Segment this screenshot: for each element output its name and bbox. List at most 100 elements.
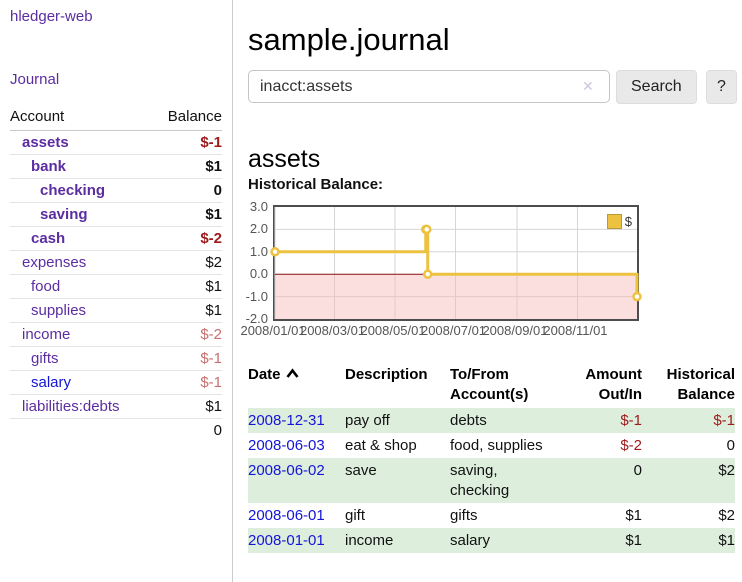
register-table: Date Description To/From Account(s) Amou…	[248, 362, 735, 553]
y-axis-tick-label: 0.0	[249, 266, 268, 282]
transaction-date-link[interactable]: 2008-06-02	[248, 462, 325, 479]
account-row: income $-2	[10, 322, 222, 347]
account-link-food[interactable]: food	[31, 278, 61, 295]
transaction-date-link[interactable]: 2008-01-01	[248, 532, 325, 549]
transaction-balance: $2	[642, 458, 735, 503]
transaction-accounts: saving, checking	[450, 458, 558, 503]
account-row: expenses $2	[10, 250, 222, 275]
legend-swatch-icon	[606, 214, 622, 229]
transaction-date-link[interactable]: 2008-06-03	[248, 437, 325, 454]
data-point-marker	[270, 247, 280, 257]
sidebar-item-journal[interactable]: Journal	[10, 71, 60, 88]
account-link-supplies[interactable]: supplies	[31, 302, 87, 319]
transaction-date-link[interactable]: 2008-12-31	[248, 412, 325, 429]
account-balance: $1	[151, 202, 222, 227]
balance-chart: $	[270, 205, 642, 321]
transaction-description: save	[345, 458, 450, 503]
account-balance: $-1	[151, 346, 222, 371]
account-row: salary $-1	[10, 370, 222, 395]
account-balance: $-2	[151, 226, 222, 251]
sort-asc-icon	[285, 368, 299, 378]
x-axis-tick-label: 2008/09/01	[482, 323, 548, 338]
transaction-accounts: debts	[450, 408, 558, 433]
x-axis-tick-label: 2008/03/01	[299, 323, 366, 338]
accounts-column-header: To/From Account(s)	[450, 366, 529, 403]
y-axis-tick-label: 1.0	[249, 243, 268, 259]
legend-label: $	[624, 214, 632, 229]
transaction-amount: $1	[558, 528, 642, 553]
transaction-amount: $1	[625, 507, 642, 524]
y-axis-tick-label: 2.0	[249, 221, 268, 237]
transaction-description: pay off	[345, 408, 450, 433]
account-link-saving[interactable]: saving	[40, 206, 88, 223]
page-title: sample.journal	[248, 21, 450, 57]
account-link-bank[interactable]: bank	[31, 158, 67, 175]
chart-canvas	[270, 207, 642, 319]
data-point-marker	[422, 269, 433, 279]
transaction-balance: $1	[642, 528, 735, 553]
transaction-description: gift	[345, 507, 366, 524]
account-link-assets[interactable]: assets	[22, 134, 69, 151]
transaction-accounts: salary	[450, 528, 558, 553]
transaction-row: 2008-06-03 eat & shop food, supplies $-2…	[248, 433, 735, 458]
transaction-row: 2008-06-01 gift gifts $1 $2	[248, 503, 735, 528]
app-title-link[interactable]: hledger-web	[10, 8, 93, 25]
transaction-amount: 0	[558, 458, 642, 503]
account-link-cash[interactable]: cash	[31, 230, 66, 247]
sidebar: hledger-web Journal Account Balance asse…	[0, 0, 233, 582]
chart-y-axis: 3.0 2.0 1.0 0.0 -1.0 -2.0	[240, 199, 268, 326]
register-header-row: Date Description To/From Account(s) Amou…	[248, 362, 735, 408]
main-content: sample.journal ✕ Search ? assets Histori…	[240, 0, 742, 582]
account-balance: $2	[151, 250, 222, 275]
transaction-balance: $-1	[642, 408, 735, 433]
x-axis-tick-label: 2008/01/01	[240, 323, 306, 338]
y-axis-tick-label: -2.0	[245, 311, 268, 326]
amount-column-header: Amount Out/In	[585, 366, 642, 403]
transaction-row: 2008-06-02 save saving, checking 0 $2	[248, 458, 735, 503]
account-row: assets $-1	[10, 130, 222, 155]
account-row: food $1	[10, 274, 222, 299]
transaction-row: 2008-01-01 income salary $1 $1	[248, 528, 735, 553]
account-link-expenses[interactable]: expenses	[22, 254, 87, 271]
y-axis-tick-label: -1.0	[245, 288, 268, 304]
account-link-salary[interactable]: salary	[31, 374, 72, 391]
account-row: liabilities:debts $1	[10, 394, 222, 419]
account-row: gifts $-1	[10, 346, 222, 371]
transaction-balance: $2	[718, 507, 735, 524]
help-button[interactable]: ?	[706, 70, 737, 104]
account-balance: $-2	[151, 322, 222, 347]
negative-region	[275, 274, 637, 319]
chart-x-axis: 2008/01/01 2008/03/01 2008/05/01 2008/07/01…	[240, 323, 635, 339]
description-column-header: Description	[345, 366, 428, 383]
transaction-date-link[interactable]: 2008-06-01	[248, 507, 325, 524]
account-link-checking[interactable]: checking	[40, 182, 106, 199]
accounts-total-row: 0	[10, 418, 222, 442]
chart-legend: $	[606, 214, 632, 229]
account-link-income[interactable]: income	[22, 326, 71, 343]
transaction-accounts: gifts	[450, 507, 478, 524]
balance-column-header: Historical Balance	[666, 366, 735, 403]
transaction-amount: $-1	[558, 408, 642, 433]
data-point-marker	[632, 291, 642, 302]
clear-search-icon[interactable]: ✕	[582, 78, 594, 94]
transaction-description: eat & shop	[345, 437, 417, 454]
account-balance: $-1	[151, 130, 222, 155]
date-column-header[interactable]: Date	[248, 362, 345, 408]
account-balance: 0	[151, 178, 222, 203]
account-row: bank $1	[10, 154, 222, 179]
search-input[interactable]	[248, 70, 610, 103]
accounts-header-row: Account Balance	[10, 104, 222, 131]
account-balance: $1	[151, 154, 222, 179]
transaction-amount: $-2	[620, 437, 642, 454]
x-axis-tick-label: 2008/05/01	[360, 323, 426, 338]
account-row: checking 0	[10, 178, 222, 203]
account-link-gifts[interactable]: gifts	[31, 350, 59, 367]
chart-title: Historical Balance:	[248, 176, 384, 193]
account-balance: $1	[151, 274, 222, 299]
account-link-liabilities-debts[interactable]: liabilities:debts	[22, 398, 120, 415]
search-button[interactable]: Search	[616, 70, 697, 104]
account-heading: assets	[248, 144, 321, 173]
accounts-table: Account Balance assets $-1 bank $1 checkin…	[10, 104, 222, 442]
y-axis-tick-label: 3.0	[249, 199, 268, 214]
